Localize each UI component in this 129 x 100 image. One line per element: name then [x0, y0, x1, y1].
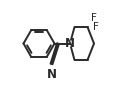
Text: F: F [93, 22, 99, 32]
Text: N: N [46, 68, 57, 81]
Text: F: F [91, 13, 96, 23]
Text: N: N [65, 37, 75, 50]
